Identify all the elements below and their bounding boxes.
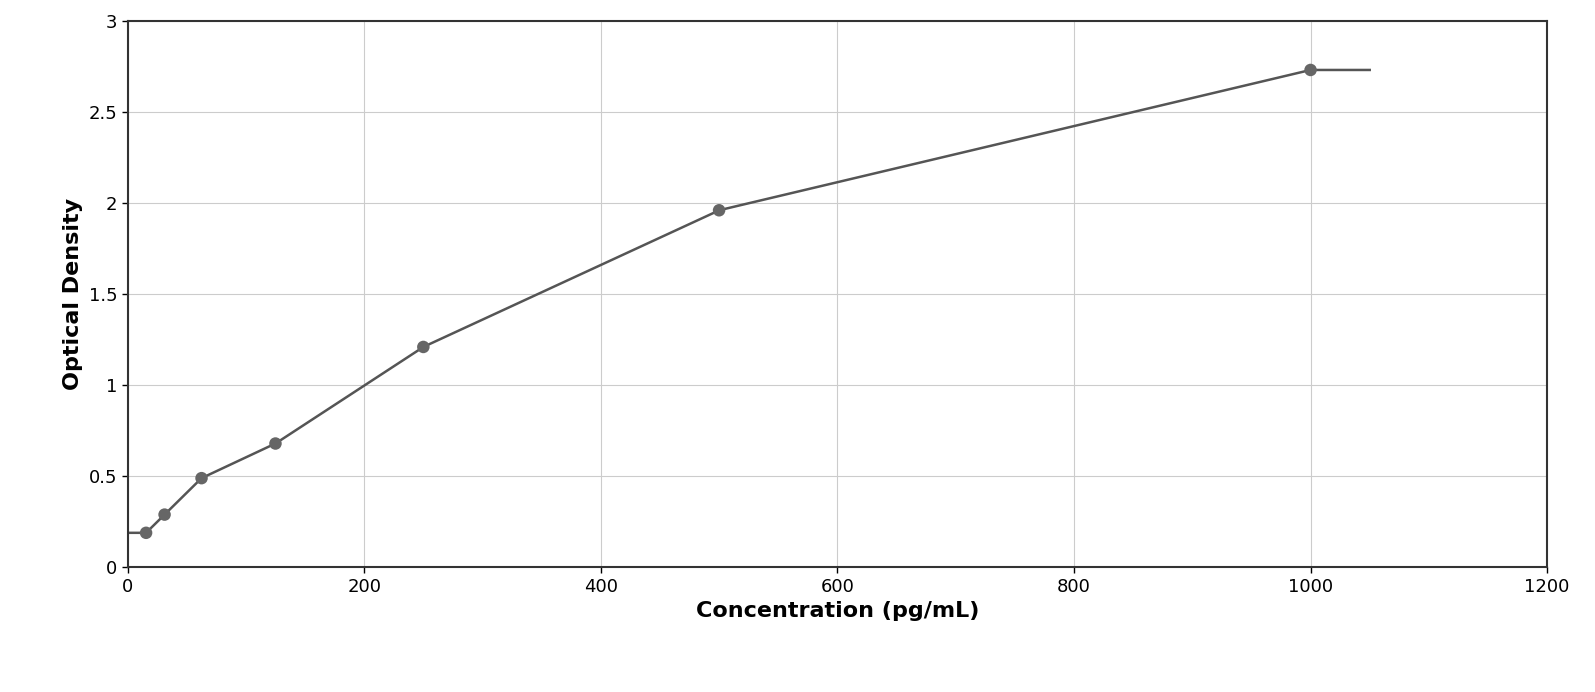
Y-axis label: Optical Density: Optical Density (62, 198, 83, 390)
Point (707, 205, 732, 216)
X-axis label: Concentration (pg/mL): Concentration (pg/mL) (695, 601, 979, 621)
Point (263, 438, 289, 449)
Point (134, 527, 160, 538)
Point (410, 341, 435, 352)
Point (188, 473, 214, 484)
Point (1298, 64, 1324, 75)
Point (152, 509, 177, 520)
